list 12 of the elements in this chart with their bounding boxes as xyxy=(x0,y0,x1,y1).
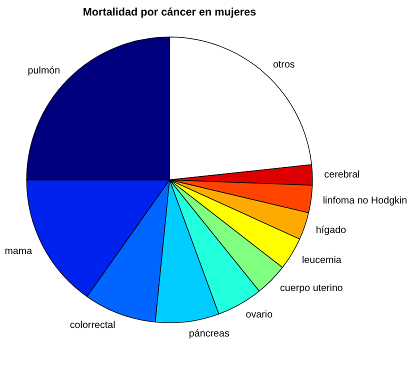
slice-label: hígado xyxy=(316,224,347,236)
slice-label: páncreas xyxy=(188,328,230,340)
chart-title: Mortalidad por cáncer en mujeres xyxy=(82,6,256,18)
slice-label: colorrectal xyxy=(70,320,116,331)
slice-label: otros xyxy=(272,60,295,71)
slice-label: linfoma no Hodgkin xyxy=(322,196,408,207)
slice-label: cuerpo uterino xyxy=(280,283,344,294)
slice-label: mama xyxy=(4,246,33,257)
slice-label: cerebral xyxy=(324,170,360,181)
slice-label: ovario xyxy=(246,310,274,321)
slice-label: leucemia xyxy=(302,254,342,266)
slice-label: pulmón xyxy=(28,65,60,76)
